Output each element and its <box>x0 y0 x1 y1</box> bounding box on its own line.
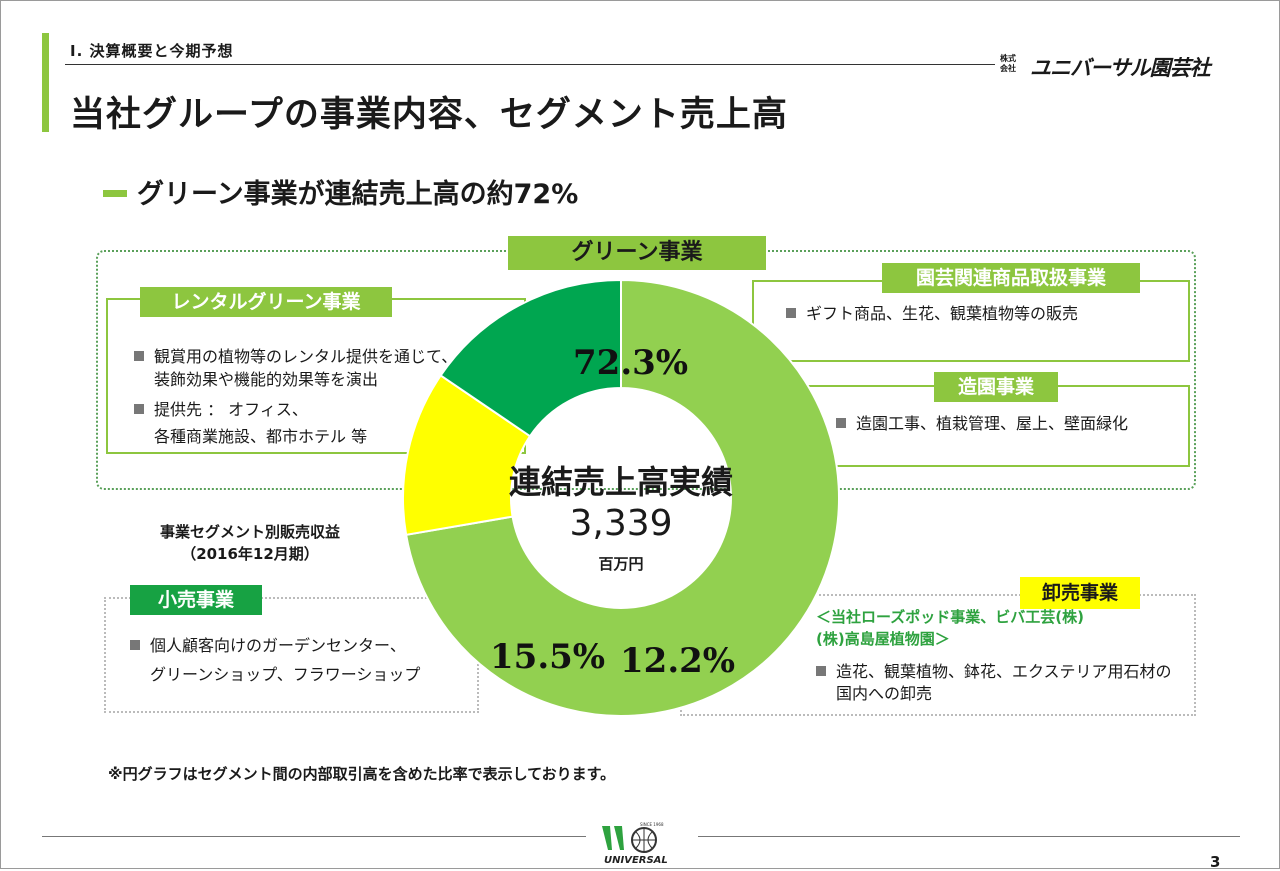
footer-line-left <box>42 836 586 837</box>
rental-bullet-2: 提供先 ： オフィス、 <box>134 399 308 421</box>
rental-bullet-2-cont: 各種商業施設、都市ホテル 等 <box>154 427 368 446</box>
chart-caption-line2: （2016年12月期） <box>181 545 319 563</box>
square-bullet-icon <box>134 351 144 361</box>
landscaping-bullet-1: 造園工事、植栽管理、屋上、壁面緑化 <box>836 413 1128 435</box>
square-bullet-icon <box>786 308 796 318</box>
square-bullet-icon <box>130 640 140 650</box>
company-logo: 株式 会社 ユニバーサル園芸社 <box>1000 52 1235 80</box>
wholesale-companies: ＜当社ローズポッド事業、ビバ工芸(株) (株)高島屋植物園＞ <box>816 606 1084 650</box>
section-label: Ⅰ. 決算概要と今期予想 <box>70 42 234 60</box>
title-accent-bar <box>42 33 49 132</box>
company-name: ユニバーサル園芸社 <box>1030 56 1211 80</box>
pct-label-retail: 15.5% <box>490 637 606 677</box>
wholesale-companies-line2: (株)高島屋植物園＞ <box>816 630 950 648</box>
wholesale-label: 卸売事業 <box>1020 577 1140 609</box>
subheading: グリーン事業が連結売上高の約72% <box>137 179 579 210</box>
retail-bullet-1-cont: グリーンショップ、フラワーショップ <box>150 665 421 684</box>
square-bullet-icon <box>134 404 144 414</box>
donut-center-value: 3,339 <box>569 503 673 544</box>
subheading-bullet <box>103 190 127 197</box>
logo-since: SINCE 1968 <box>640 822 664 827</box>
logo-text: UNIVERSAL <box>604 855 668 866</box>
gardening-goods-label: 園芸関連商品取扱事業 <box>882 263 1140 293</box>
wholesale-bullet-1-cont: 国内への卸売 <box>836 684 933 703</box>
square-bullet-icon <box>816 666 826 676</box>
landscaping-label: 造園事業 <box>934 372 1058 402</box>
footnote: ※円グラフはセグメント間の内部取引高を含めた比率で表示しております。 <box>108 765 616 783</box>
wholesale-bullet-1: 造花、観葉植物、鉢花、エクステリア用石材の <box>816 661 1172 683</box>
square-bullet-icon <box>836 418 846 428</box>
green-business-label: グリーン事業 <box>508 236 766 270</box>
header-divider <box>65 64 995 65</box>
page-title: 当社グループの事業内容、セグメント売上高 <box>70 95 788 135</box>
gardening-goods-bullet-1: ギフト商品、生花、観葉植物等の販売 <box>786 303 1078 325</box>
company-type: 株式 会社 <box>1000 54 1016 73</box>
pct-label-wholesale: 12.2% <box>620 641 736 681</box>
donut-center-title: 連結売上高実績 <box>508 463 733 501</box>
retail-label: 小売事業 <box>130 585 262 615</box>
pct-label-green: 72.3% <box>573 343 689 383</box>
rental-bullet-1-cont: 装飾効果や機能的効果等を演出 <box>154 370 379 389</box>
rental-bullet-1: 観賞用の植物等のレンタル提供を通じて、 <box>134 346 457 368</box>
universal-logo-icon: SINCE 1968 UNIVERSAL <box>602 822 668 866</box>
footer-line-right <box>698 836 1240 837</box>
page-number: 3 <box>1210 853 1221 871</box>
chart-caption: 事業セグメント別販売収益 （2016年12月期） <box>160 521 340 565</box>
wholesale-companies-line1: ＜当社ローズポッド事業、ビバ工芸(株) <box>816 608 1084 626</box>
donut-center-unit: 百万円 <box>598 555 644 573</box>
chart-caption-line1: 事業セグメント別販売収益 <box>160 523 341 541</box>
rental-green-label: レンタルグリーン事業 <box>140 287 392 317</box>
retail-bullet-1: 個人顧客向けのガーデンセンター、 <box>130 635 406 657</box>
